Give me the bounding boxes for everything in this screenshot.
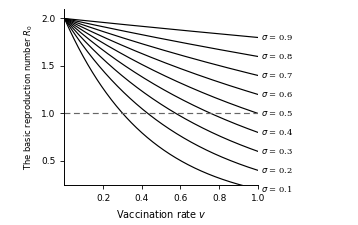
Text: $\sigma$ = 0.9: $\sigma$ = 0.9 — [261, 33, 293, 42]
Text: $\sigma$ = 0.3: $\sigma$ = 0.3 — [261, 147, 293, 156]
Text: $\sigma$ = 0.1: $\sigma$ = 0.1 — [261, 184, 292, 194]
Text: $\sigma$ = 0.5: $\sigma$ = 0.5 — [261, 109, 293, 118]
Y-axis label: The basic reproduction number $R_0$: The basic reproduction number $R_0$ — [23, 24, 35, 170]
Text: $\sigma$ = 0.8: $\sigma$ = 0.8 — [261, 52, 293, 61]
Text: $\sigma$ = 0.2: $\sigma$ = 0.2 — [261, 166, 292, 175]
Text: $\sigma$ = 0.6: $\sigma$ = 0.6 — [261, 90, 293, 99]
X-axis label: Vaccination rate $v$: Vaccination rate $v$ — [116, 208, 207, 220]
Text: $\sigma$ = 0.7: $\sigma$ = 0.7 — [261, 71, 293, 80]
Text: $\sigma$ = 0.4: $\sigma$ = 0.4 — [261, 127, 293, 137]
